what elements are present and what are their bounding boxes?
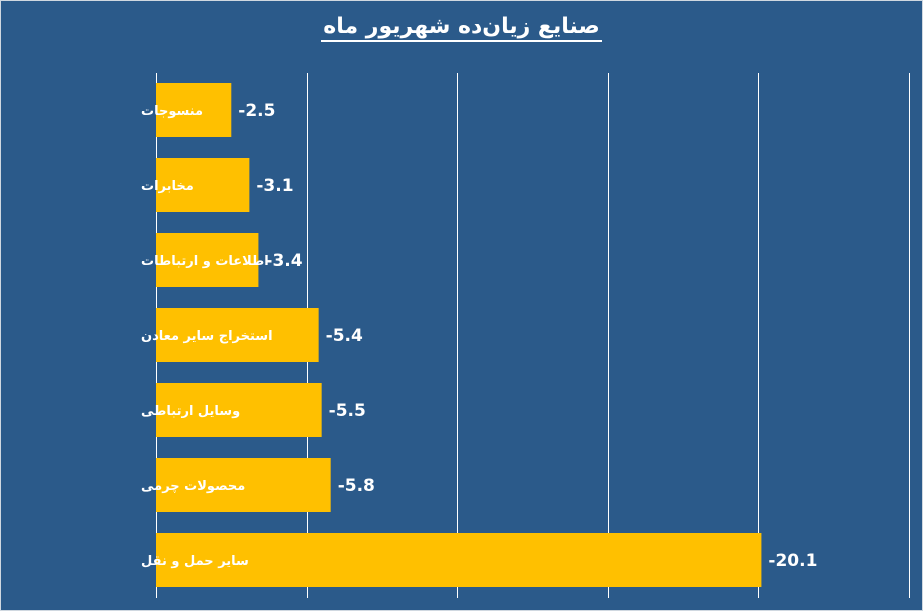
- chart-title: صنایع زیان‌ده شهریور ماه: [0, 14, 923, 42]
- category-label: اطلاعات و ارتباطات: [141, 254, 269, 269]
- data-label: -3.4: [265, 251, 302, 271]
- value-labels: -2.5 -3.1 -3.4 -5.4 -5.5 -5.8 -20.1: [238, 101, 817, 571]
- bar: [156, 308, 319, 362]
- bar: [156, 533, 762, 587]
- data-label: -2.5: [238, 101, 275, 121]
- bar: [156, 158, 250, 212]
- category-label: محصولات چرمی: [141, 479, 245, 494]
- data-label: -20.1: [768, 551, 817, 571]
- bar: [156, 458, 331, 512]
- category-label: وسایل ارتباطی: [141, 404, 240, 419]
- data-label: -3.1: [256, 176, 293, 196]
- data-label: -5.5: [329, 401, 366, 421]
- data-label: -5.4: [326, 326, 363, 346]
- category-label: سایر حمل و نقل: [141, 554, 249, 569]
- category-label: مخابرات: [141, 179, 194, 194]
- category-label: منسوجات: [141, 104, 203, 119]
- bars: [156, 83, 762, 587]
- bar: [156, 83, 232, 137]
- bar: [156, 383, 322, 437]
- bar: [156, 233, 259, 287]
- data-label: -5.8: [338, 476, 375, 496]
- category-label: استخراج سایر معادن: [141, 329, 273, 344]
- category-labels: منسوجات مخابرات اطلاعات و ارتباطات استخراج …: [141, 104, 273, 569]
- chart-title-text: صنایع زیان‌ده شهریور ماه: [321, 14, 602, 42]
